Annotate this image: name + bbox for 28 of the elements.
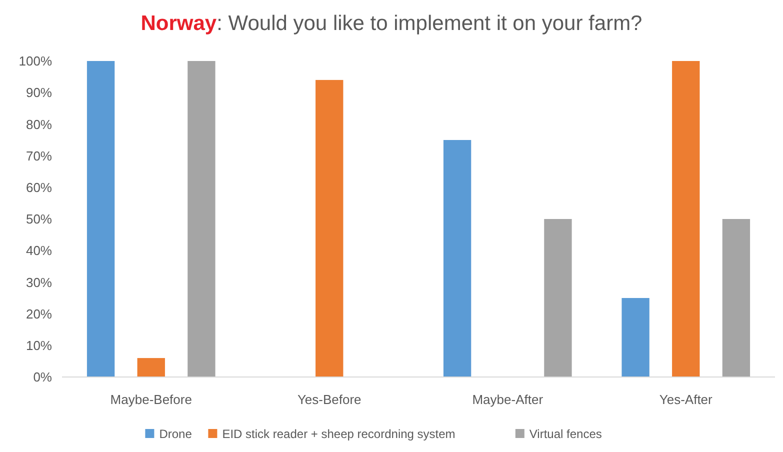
x-tick-label: Maybe-After: [472, 392, 544, 407]
legend-label: EID stick reader + sheep recordning system: [222, 427, 456, 441]
y-tick-label: 10%: [26, 338, 52, 353]
y-tick-label: 80%: [26, 116, 52, 132]
bar: [544, 219, 572, 377]
bar: [672, 61, 700, 377]
y-tick-label: 100%: [18, 54, 52, 69]
y-tick-label: 50%: [26, 212, 52, 227]
bar: [137, 358, 165, 377]
y-tick-label: 40%: [26, 243, 52, 258]
bar: [188, 61, 216, 377]
chart-title: Norway: Would you like to implement it on your farm?: [140, 12, 642, 35]
bar: [622, 298, 650, 377]
y-tick-label: 20%: [26, 306, 52, 322]
x-tick-label: Yes-Before: [297, 392, 362, 407]
legend-label: Drone: [159, 427, 192, 441]
y-tick-label: 90%: [26, 85, 52, 100]
y-tick-label: 30%: [26, 274, 52, 290]
y-tick-label: 0%: [33, 370, 52, 385]
bar: [722, 219, 750, 377]
x-tick-label: Maybe-Before: [110, 392, 192, 407]
bar: [443, 140, 472, 377]
x-tick-label: Yes-After: [659, 392, 714, 407]
bar: [86, 61, 115, 377]
legend-label: Virtual fences: [529, 427, 602, 441]
y-tick-label: 70%: [26, 148, 52, 164]
bar: [316, 80, 344, 377]
y-tick-label: 60%: [26, 180, 52, 195]
